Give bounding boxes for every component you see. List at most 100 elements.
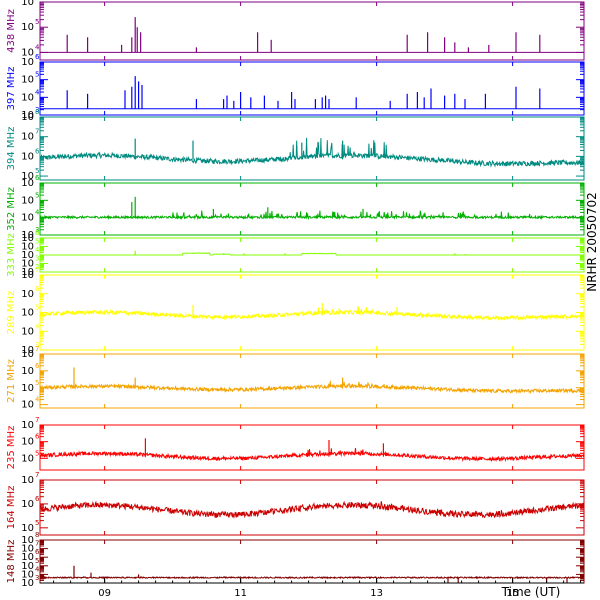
series-line [39,305,585,322]
y-tick-label: 10 [21,289,34,300]
station-label: NRHR 20050702 [585,192,599,292]
panel-frame [39,353,585,409]
series-line [39,210,585,221]
y-tick-label: 10 [21,132,34,143]
y-tick-exponent: 4 [35,396,40,404]
y-tick-label: 10 [21,57,34,68]
series-line [39,447,585,463]
series-line [40,252,584,256]
y-tick-label: 10 [21,544,34,555]
y-tick-label: 10 [21,112,34,123]
y-tick-label: 10 [21,250,34,261]
y-tick-exponent: 6 [35,174,40,182]
y-tick-label: 10 [21,151,34,162]
y-tick-label: 10 [21,22,34,33]
panel-438-mhz: 104105106438 MHz [6,0,585,61]
y-tick-label: 10 [21,345,34,356]
y-tick-exponent: 8 [35,531,39,539]
panel-frame [39,539,585,584]
y-tick-exponent: 6 [35,229,40,237]
panel-frame [39,61,585,116]
y-tick-label: 10 [21,475,34,486]
channel-label: 438 MHz [6,9,17,53]
y-tick-label: 10 [21,552,34,563]
y-tick-label: 10 [21,213,34,224]
panel-frame [39,182,585,236]
y-tick-label: 10 [21,499,34,510]
y-tick-exponent: 5 [35,557,39,565]
y-tick-exponent: 6 [35,548,40,556]
y-tick-label: 10 [21,569,34,580]
y-tick-exponent: 6 [35,495,40,503]
y-tick-exponent: 6 [35,285,40,293]
y-tick-label: 10 [21,110,34,121]
y-tick-exponent: 4 [35,43,40,51]
series-line [39,380,584,395]
y-tick-exponent: 5 [35,379,39,387]
y-tick-exponent: 6 [35,433,40,441]
y-tick-exponent: 5 [35,519,39,527]
channel-label: 235 MHz [6,426,17,470]
y-tick-label: 10 [21,453,34,464]
y-tick-exponent: 4 [35,565,40,573]
x-tick-label: 11 [234,588,247,599]
y-tick-exponent: 7 [35,266,39,274]
series-line [39,137,585,168]
y-tick-exponent: 5 [35,191,39,199]
y-tick-label: 10 [21,383,34,394]
y-tick-exponent: 7 [35,416,39,424]
x-axis-label: Time (UT) [501,585,561,599]
y-tick-label: 10 [21,437,34,448]
channel-label: 397 MHz [6,67,17,111]
x-tick-label: 09 [98,588,111,599]
x-axis: Time (UT) 09 11 13 15 [40,578,584,599]
y-tick-exponent: 6 [35,362,40,370]
y-tick-label: 10 [21,75,34,86]
y-tick-label: 10 [21,270,34,281]
y-tick-label: 10 [21,0,34,8]
series-line [39,575,585,580]
y-tick-label: 10 [21,561,34,572]
x-tick-label: 15 [506,588,519,599]
channel-label: 271 MHz [6,359,17,403]
y-tick-label: 10 [21,233,34,244]
channel-label: 333 MHz [6,233,17,277]
panel-frame [39,116,585,181]
y-tick-label: 10 [21,523,34,534]
y-tick-label: 10 [21,400,34,411]
y-tick-label: 10 [21,171,34,182]
y-tick-exponent: 7 [35,345,39,353]
y-tick-exponent: 8 [35,108,39,116]
y-tick-label: 10 [21,535,34,546]
series-line [39,500,585,519]
y-tick-exponent: 5 [35,71,39,79]
y-tick-label: 10 [21,308,34,319]
y-tick-label: 10 [21,578,34,589]
y-tick-exponent: 3 [35,341,39,349]
y-tick-label: 10 [21,326,34,337]
channel-label: 289 MHz [6,291,17,335]
channel-label: 352 MHz [6,187,17,231]
channel-label: 164 MHz [6,486,17,530]
y-tick-label: 10 [21,366,34,377]
y-tick-label: 10 [21,420,34,431]
y-tick-exponent: 3 [35,574,39,582]
y-tick-exponent: 5 [35,238,39,246]
y-tick-exponent: 7 [35,540,39,548]
channel-label: 394 MHz [6,127,17,171]
y-tick-exponent: 5 [35,167,39,175]
panel-frame [39,424,585,471]
y-tick-exponent: 3 [35,255,39,263]
y-tick-exponent: 3 [35,106,39,114]
y-tick-exponent: 4 [35,209,40,217]
channel-label: 148 MHz [6,540,17,584]
y-tick-label: 10 [21,349,34,360]
